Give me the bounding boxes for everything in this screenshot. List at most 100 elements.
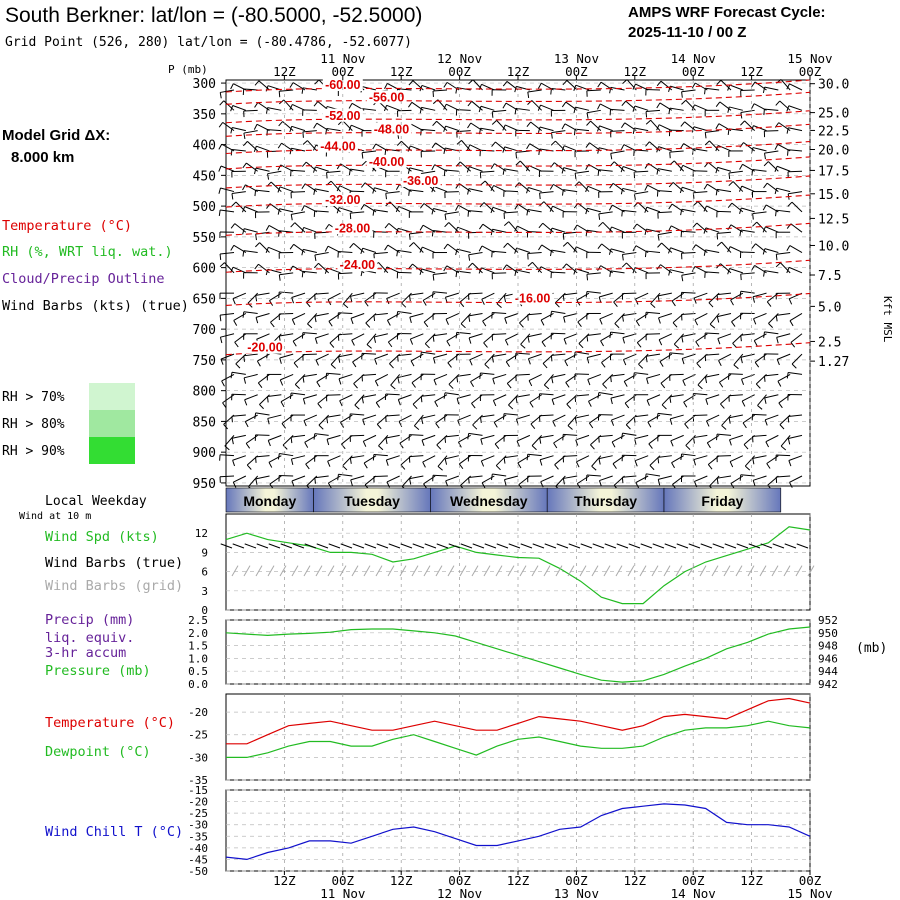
wind-barb-shaft	[243, 373, 258, 379]
wind-barb-flag	[703, 249, 706, 256]
wind-barb	[383, 104, 400, 112]
grid-wind-barb	[363, 565, 371, 577]
temperature-contour-label: -40.00	[369, 155, 404, 169]
wind-barb	[219, 312, 235, 322]
time-tick-label-top: 00Z	[799, 64, 822, 79]
wind-barb	[219, 100, 235, 111]
wind-barb-flag	[670, 440, 674, 447]
contour-label-bg	[337, 258, 378, 272]
wind-barb	[431, 291, 448, 298]
wind-barb-shaft	[669, 394, 684, 398]
wind-barb-shaft	[232, 455, 246, 461]
wind-barb-shaft	[705, 373, 720, 378]
wind-barb-shaft	[764, 394, 779, 399]
wind-barb-shaft	[776, 353, 791, 360]
wind-barb	[419, 351, 436, 359]
wind-barb-flag	[762, 226, 766, 233]
wind-barb-flag	[693, 481, 698, 488]
wind-barb-shaft	[610, 150, 625, 154]
wind-barb-shaft	[646, 109, 661, 113]
rh-legend-label: RH > 70%	[2, 390, 65, 405]
legend-cloud: Cloud/Precip Outline	[2, 271, 165, 287]
wind-barb-shaft	[220, 353, 235, 360]
wind-barb	[337, 272, 353, 280]
wind-barb-shaft	[717, 231, 732, 234]
true-wind-barb	[388, 543, 401, 549]
wind-barb-shaft	[433, 333, 448, 337]
wind-barb	[372, 453, 388, 461]
wind-barb	[741, 373, 755, 386]
grid-wind-barb	[255, 565, 263, 577]
wind-barb-shaft	[657, 231, 672, 236]
y-tick-label: -20	[188, 796, 208, 809]
wind-barb-flag	[444, 436, 447, 443]
true-wind-barb	[232, 543, 245, 549]
wind-barb-flag	[718, 360, 722, 367]
wind-barb-flag	[561, 101, 567, 108]
wind-barb-shaft	[385, 191, 400, 194]
wind-barb-flag	[727, 268, 730, 275]
wind-barb	[681, 99, 696, 111]
legend-entry: Dewpoint (°C)	[45, 744, 151, 760]
grid-wind-barb	[279, 565, 287, 577]
wind-barb-flag	[645, 111, 648, 118]
wind-barb-flag	[218, 209, 221, 216]
wind-barb-flag	[443, 243, 449, 250]
wind-barb-shaft	[483, 202, 495, 213]
wind-barb	[444, 414, 459, 421]
wind-barb	[265, 107, 282, 114]
legend-entry: Temperature (°C)	[45, 715, 175, 731]
grid-wind-barb	[699, 565, 707, 577]
wind-barb-shaft	[508, 221, 519, 233]
wind-barb-flag	[397, 355, 399, 362]
wind-barb	[585, 185, 602, 193]
wind-barb	[573, 246, 590, 253]
wind-barb-shaft	[256, 145, 270, 152]
wind-barb-flag	[447, 362, 452, 368]
weekday-cell	[225, 487, 314, 513]
grid-point: Grid Point (526, 280) lat/lon = (-80.478…	[5, 35, 412, 50]
wind-barb	[562, 475, 578, 485]
wind-barb-shaft	[468, 188, 483, 193]
wind-barb-flag	[302, 398, 306, 405]
wind-barb-flag	[681, 275, 684, 282]
wind-barb-flag	[554, 464, 559, 470]
wind-barb-shaft	[788, 127, 803, 132]
wind-barb	[267, 414, 282, 425]
wind-barb-shaft	[247, 141, 259, 152]
wind-barb-flag	[409, 478, 412, 485]
wind-barb	[550, 332, 566, 340]
y2-axis-label: (mb)	[856, 641, 887, 656]
wind-barb-flag	[762, 204, 767, 211]
wind-barb-shaft	[705, 271, 720, 274]
grid-wind-barb	[483, 565, 491, 577]
wind-barb	[267, 434, 282, 447]
wind-barb	[444, 222, 460, 233]
wind-barb-flag	[766, 301, 772, 307]
wind-barb-shaft	[717, 292, 732, 296]
grid-wind-barb	[447, 565, 455, 577]
wind-barb-shaft	[788, 414, 803, 418]
wind-barb-flag	[632, 223, 638, 230]
wind-barb-shaft	[657, 168, 672, 172]
date-label-top: 11 Nov	[320, 51, 365, 66]
wind-barb-shaft	[303, 226, 318, 233]
y-tick-label: 2.0	[188, 627, 208, 640]
wind-barb	[787, 170, 803, 178]
y-tick-label: -20	[188, 706, 208, 719]
wind-barb-flag	[574, 173, 577, 180]
wind-barb	[668, 352, 684, 359]
wind-barb	[307, 313, 318, 329]
wind-barb	[313, 188, 329, 195]
wind-barb	[704, 140, 720, 152]
true-wind-barb	[244, 543, 257, 549]
wind-barb	[740, 272, 755, 281]
wind-barb-shaft	[590, 120, 602, 131]
wind-barb	[314, 252, 329, 261]
wind-barb	[657, 475, 672, 486]
wind-barb-shaft	[527, 333, 542, 338]
wind-barb-flag	[314, 337, 318, 344]
wind-barb-shaft	[634, 372, 649, 375]
wind-barb	[373, 292, 388, 299]
